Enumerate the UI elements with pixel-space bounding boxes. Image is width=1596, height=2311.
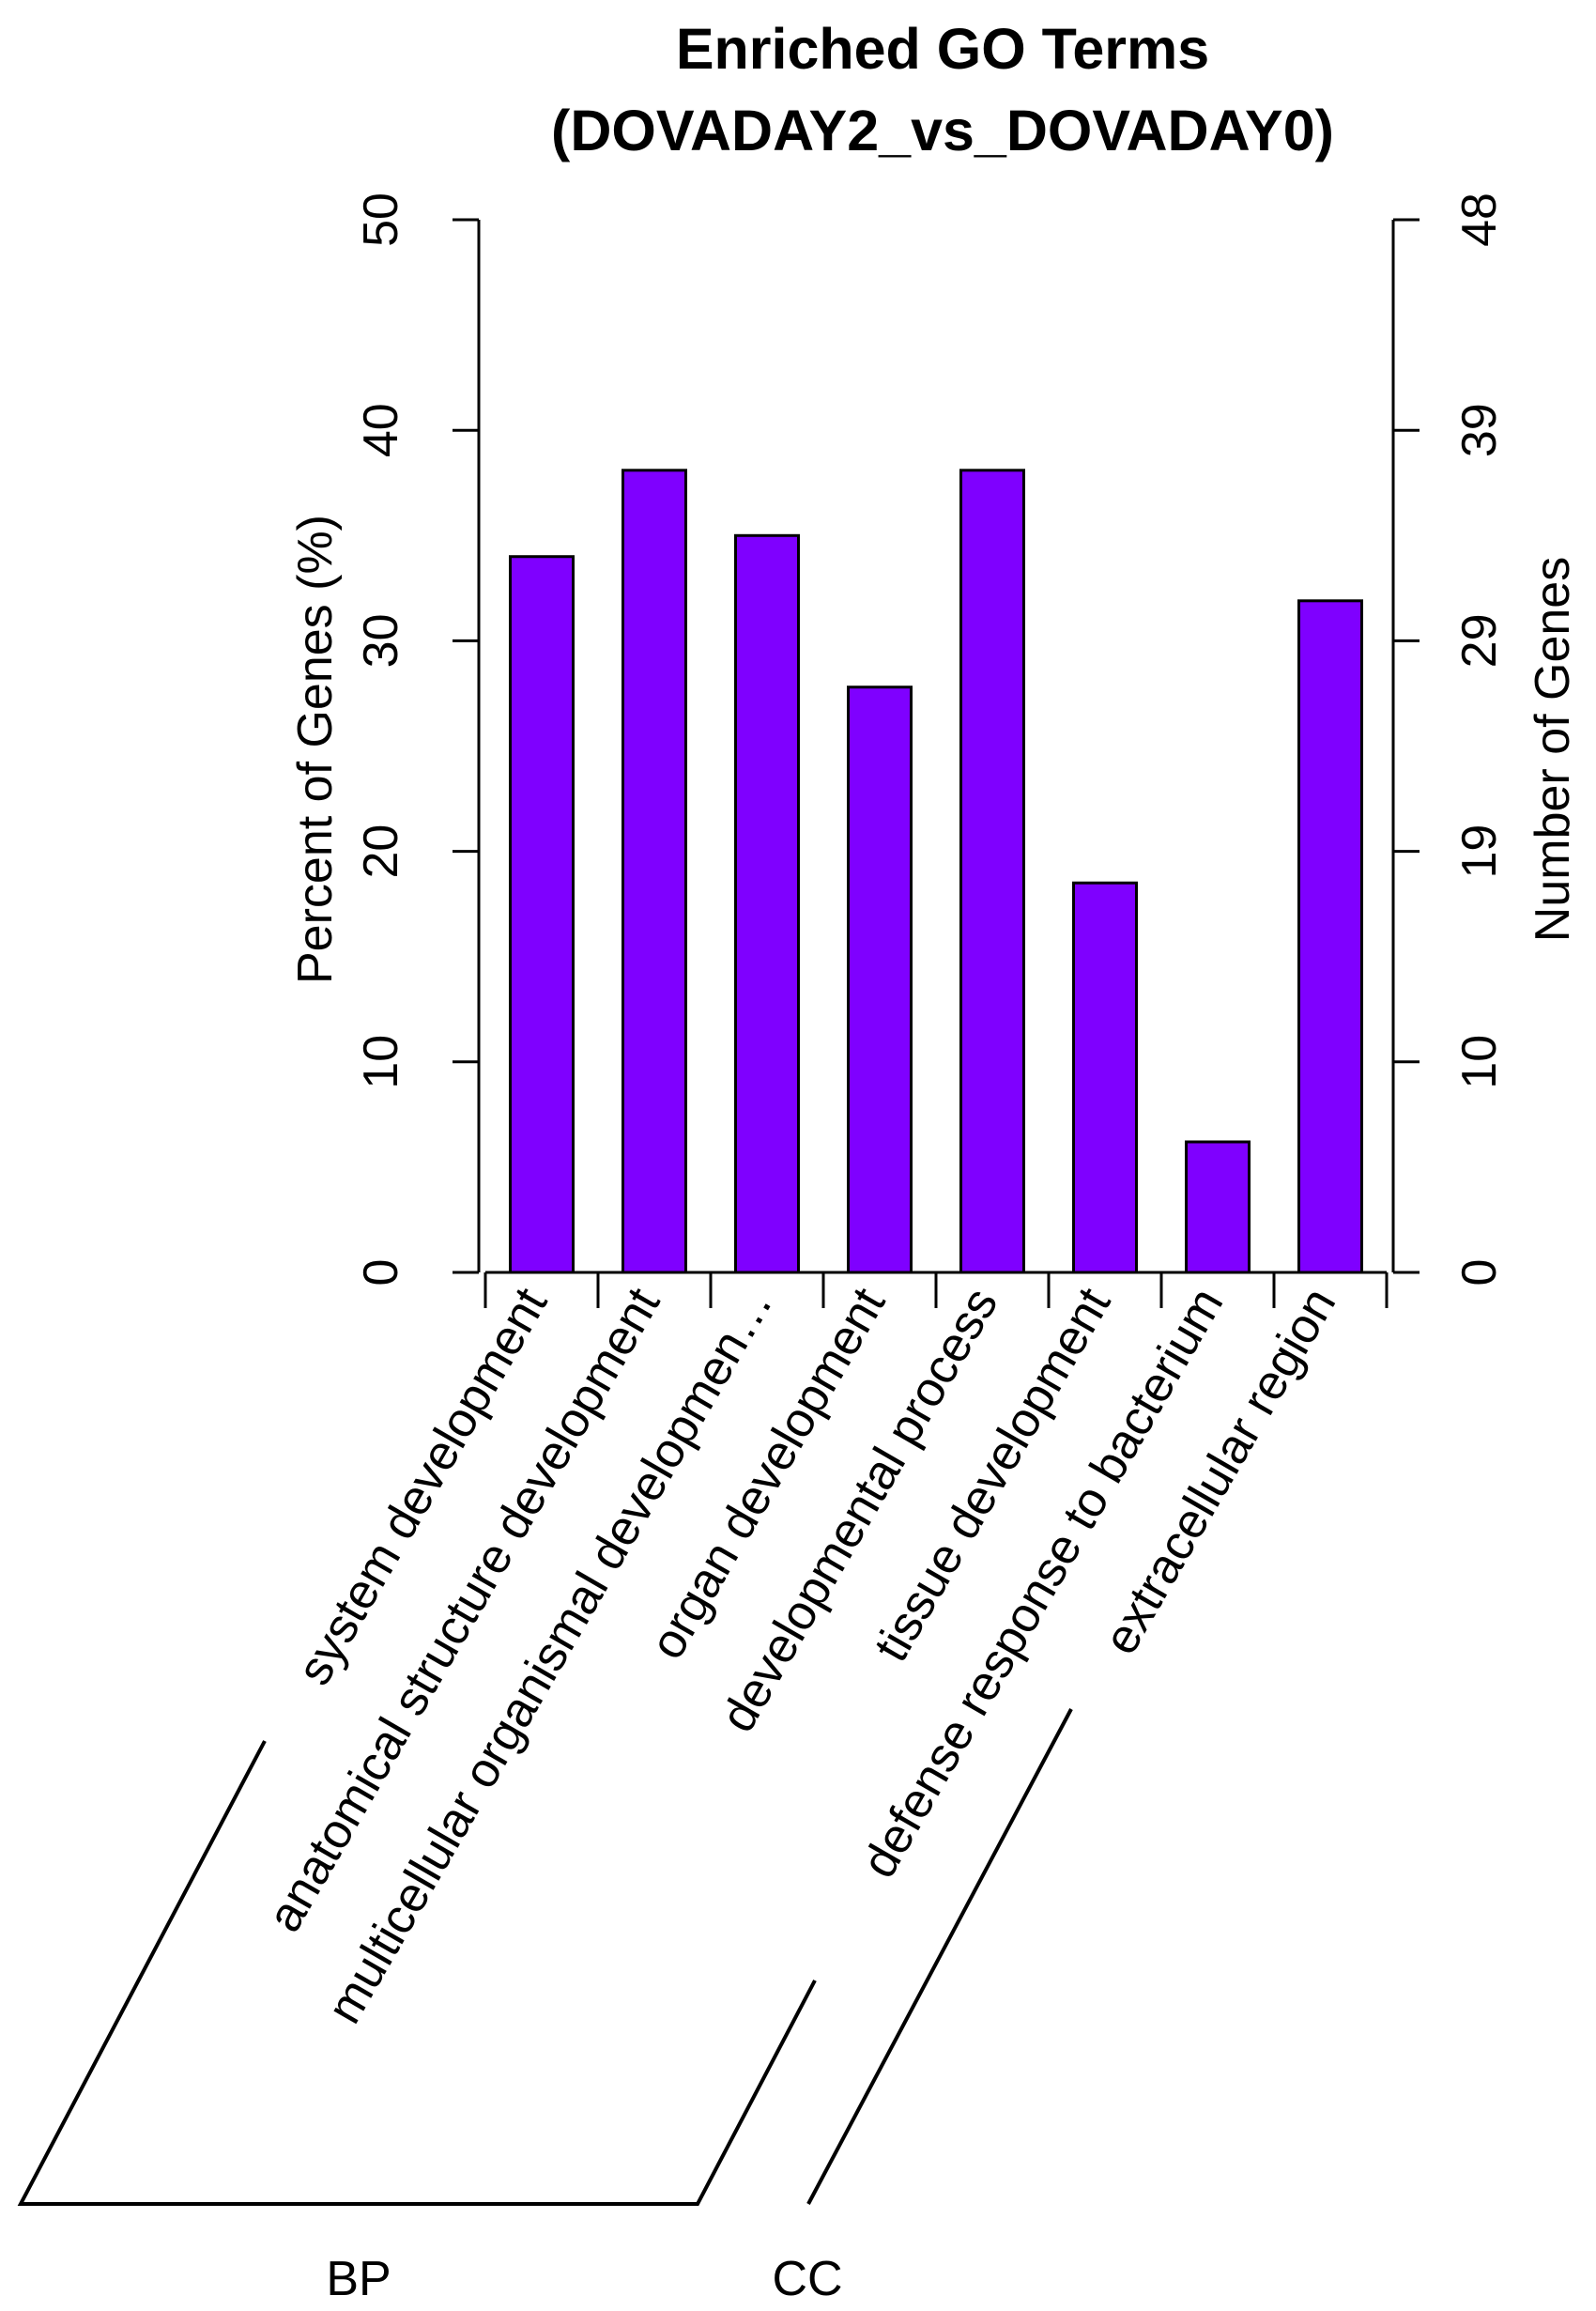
chart-title-line-2: (DOVADAY2_vs_DOVADAY0) [551, 99, 1334, 162]
right-axis-tick-label: 0 [1452, 1259, 1507, 1286]
bar [1185, 1140, 1251, 1274]
right-axis-tick-label: 19 [1452, 824, 1507, 879]
bar [622, 469, 687, 1274]
bar [1072, 881, 1138, 1274]
right-axis-tick-label: 10 [1452, 1035, 1507, 1089]
bar [847, 686, 913, 1274]
left-axis-tick-label: 10 [354, 1035, 408, 1089]
left-axis-tick-label: 30 [354, 613, 408, 668]
bars-layer [509, 469, 1363, 1274]
bar [734, 533, 800, 1274]
group-brackets-layer: BP CC [17, 1708, 1073, 2306]
axes-layer: 0 10 20 30 40 50 Percent of Genes (%) 0 10 19 29 39… [288, 193, 1580, 1308]
left-axis-tick-label: 0 [354, 1259, 408, 1286]
category-label: multicellular organismal developmen… [317, 1279, 784, 2032]
right-axis-tick-label: 48 [1452, 193, 1507, 247]
left-axis-tick-label: 20 [354, 824, 408, 879]
right-axis-tick-label: 29 [1452, 613, 1507, 668]
right-axis-title: Number of Genes [1526, 557, 1580, 942]
group-label-cc: CC [772, 2252, 842, 2306]
left-axis-tick-label: 40 [354, 403, 408, 457]
bar [1297, 599, 1363, 1274]
left-axis-title: Percent of Genes (%) [288, 515, 343, 984]
chart-title-line-1: Enriched GO Terms [676, 17, 1209, 81]
group-bracket-cc [806, 1708, 1073, 2205]
bar [959, 469, 1025, 1274]
group-label-bp: BP [326, 2252, 391, 2306]
bar [509, 555, 575, 1274]
left-axis-tick-label: 50 [354, 193, 408, 247]
group-bracket-bp [17, 1740, 817, 2206]
right-axis-tick-label: 39 [1452, 403, 1507, 457]
